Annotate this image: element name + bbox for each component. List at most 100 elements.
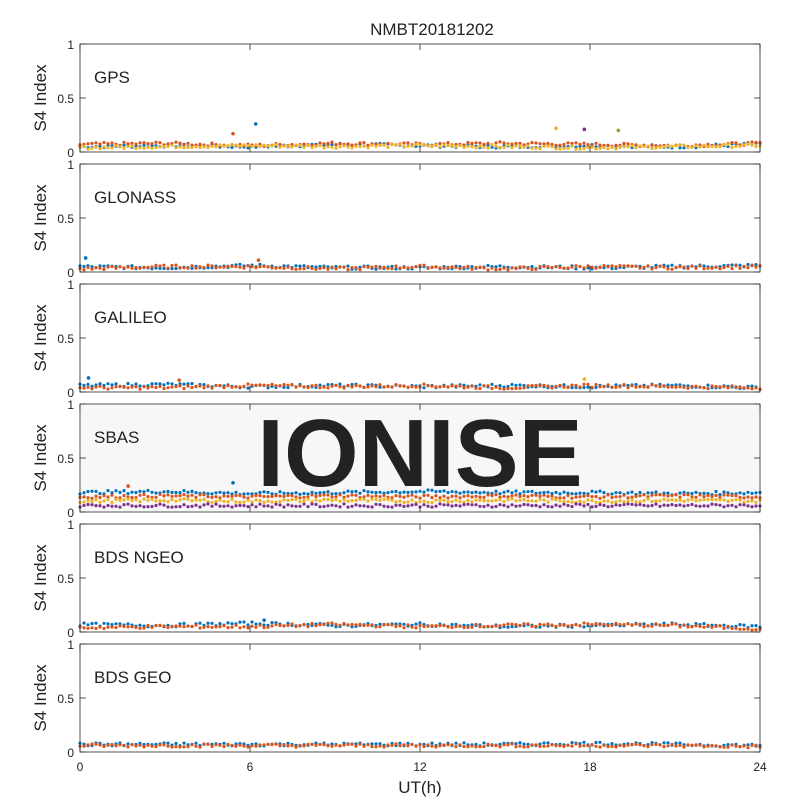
data-point: [598, 265, 602, 270]
data-point: [570, 744, 574, 748]
data-point: [278, 384, 282, 388]
data-point: [702, 504, 706, 508]
data-point: [230, 743, 234, 747]
y-tick-label: 0.5: [57, 332, 74, 346]
plot-area: [80, 524, 760, 632]
data-point: [354, 383, 358, 388]
data-point: [702, 491, 706, 495]
data-point: [278, 503, 282, 507]
data-point: [654, 499, 658, 503]
data-point: [146, 488, 150, 493]
data-point: [90, 489, 94, 493]
data-point: [602, 495, 606, 499]
data-point: [446, 500, 450, 504]
data-point: [602, 264, 606, 268]
data-point: [706, 142, 710, 146]
data-point: [246, 144, 250, 148]
data-point: [582, 740, 586, 744]
data-point: [382, 493, 386, 498]
data-point: [370, 490, 374, 494]
data-point: [350, 499, 354, 503]
data-point: [162, 503, 166, 507]
data-point: [326, 141, 330, 145]
data-point: [562, 146, 566, 150]
data-point: [362, 265, 366, 269]
data-point: [94, 742, 98, 746]
data-point: [254, 625, 258, 629]
data-point: [714, 624, 718, 629]
data-point: [278, 623, 282, 628]
data-point: [86, 496, 90, 500]
data-point: [234, 385, 238, 389]
data-point: [134, 498, 138, 502]
data-point: [262, 143, 266, 147]
data-point: [218, 498, 222, 502]
data-point: [530, 267, 534, 272]
data-point: [170, 494, 174, 498]
data-point: [710, 494, 714, 499]
data-point: [362, 504, 366, 508]
data-point: [226, 494, 230, 498]
data-point: [706, 744, 710, 748]
data-point: [466, 264, 470, 268]
data-point: [282, 491, 286, 495]
data-point: [138, 384, 142, 388]
data-point: [406, 504, 410, 508]
data-point: [690, 743, 694, 747]
data-point: [358, 622, 362, 627]
data-point: [402, 490, 406, 494]
data-point: [202, 386, 206, 390]
data-point: [454, 503, 458, 507]
data-point: [138, 146, 142, 150]
data-point: [366, 385, 370, 389]
data-point: [170, 382, 174, 386]
y-tick-label: 0: [67, 506, 74, 520]
data-point: [510, 494, 514, 498]
data-point: [742, 500, 746, 505]
data-point: [542, 265, 546, 269]
data-point: [246, 623, 250, 627]
data-point: [338, 493, 342, 497]
data-point: [330, 744, 334, 748]
data-point: [226, 264, 230, 268]
data-point: [546, 744, 550, 748]
data-point: [570, 741, 574, 745]
data-point: [378, 143, 382, 147]
outlier-point: [83, 256, 88, 260]
watermark-text: IONISE: [257, 400, 582, 507]
data-point: [302, 744, 306, 748]
data-point: [566, 141, 570, 145]
data-point: [126, 502, 130, 506]
data-point: [598, 146, 602, 150]
data-point: [678, 491, 682, 495]
data-point: [438, 145, 442, 149]
data-point: [594, 147, 598, 151]
data-point: [562, 496, 566, 500]
y-axis-label: S4 Index: [31, 544, 50, 612]
data-point: [614, 147, 618, 151]
data-point: [346, 742, 350, 747]
data-point: [738, 491, 742, 495]
data-point: [674, 744, 678, 748]
data-point: [518, 386, 522, 390]
data-point: [622, 141, 626, 145]
data-point: [246, 745, 250, 749]
data-point: [226, 500, 230, 504]
data-point: [82, 621, 86, 625]
data-point: [702, 386, 706, 390]
data-point: [354, 493, 358, 497]
data-point: [486, 499, 490, 503]
data-point: [438, 744, 442, 748]
data-point: [194, 491, 198, 495]
data-point: [614, 265, 618, 269]
data-point: [110, 491, 114, 495]
data-point: [426, 624, 430, 628]
data-point: [486, 263, 490, 268]
data-point: [398, 499, 402, 503]
data-point: [494, 141, 498, 145]
data-point: [402, 495, 406, 499]
data-point: [478, 745, 482, 749]
data-point: [394, 143, 398, 147]
